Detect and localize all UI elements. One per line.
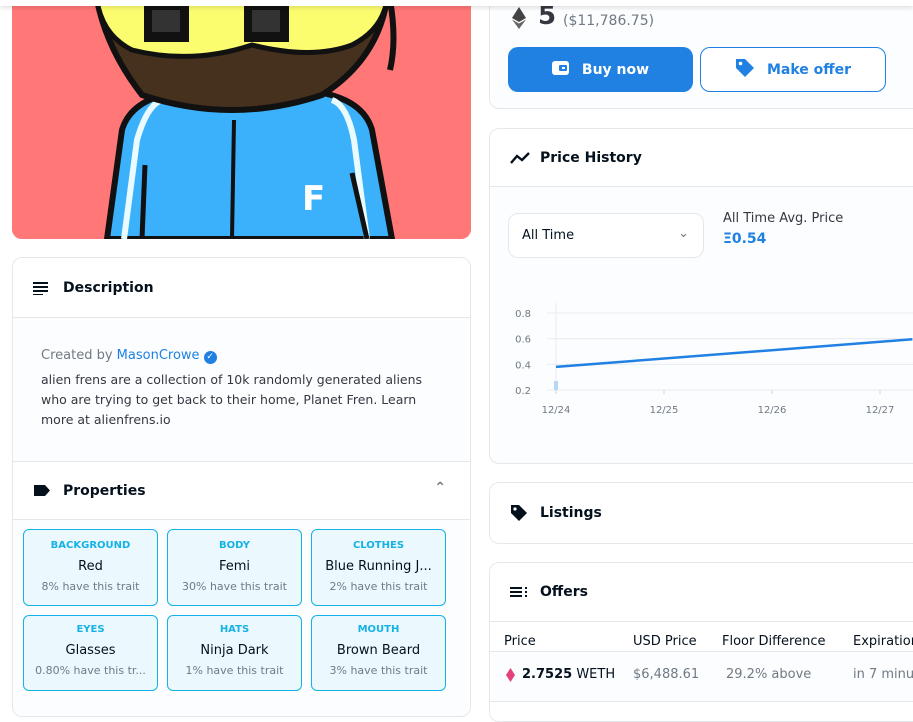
trait-rarity: 0.80% have this tr... — [35, 664, 146, 677]
x-tick-label: 12/25 — [650, 405, 679, 416]
list-icon — [510, 586, 532, 598]
listings-card: Listings — [489, 482, 913, 544]
svg-text:F: F — [302, 179, 325, 219]
properties-title: Properties — [63, 482, 146, 499]
description-text: alien frens are a collection of 10k rand… — [41, 372, 423, 427]
tag-icon — [33, 484, 55, 497]
price-history-title: Price History — [540, 149, 642, 166]
price-history-card: Price History All Time ⌄ All Time Avg. P… — [489, 128, 913, 464]
make-offer-label: Make offer — [766, 61, 852, 78]
buy-now-label: Buy now — [581, 61, 650, 78]
top-nav-shadow — [0, 0, 913, 6]
trait-value: Ninja Dark — [200, 643, 269, 658]
created-by-label: Created by — [41, 348, 113, 363]
buy-now-button[interactable]: Buy now — [508, 47, 693, 92]
trait-type: HATS — [219, 624, 250, 635]
description-card: Description Created by MasonCrowe ✓ alie… — [12, 257, 471, 717]
description-header[interactable]: Description — [13, 258, 470, 318]
col-price: Price — [504, 634, 536, 649]
trait-value: Red — [78, 559, 103, 574]
y-tick-label: 0.4 — [515, 360, 531, 371]
price-usd: ($11,786.75) — [563, 13, 655, 29]
x-tick-label: 12/27 — [866, 405, 895, 416]
trending-line-icon — [510, 151, 532, 164]
trait-value: Femi — [218, 559, 251, 574]
offers-header[interactable]: Offers — [490, 563, 913, 622]
creator-link[interactable]: MasonCrowe — [116, 348, 200, 363]
price-card: 5 ($11,786.75) Buy now Make offer — [489, 0, 913, 109]
offer-expiration: in 7 minut — [853, 667, 913, 682]
wallet-icon — [551, 60, 570, 80]
trait-rarity: 1% have this trait — [185, 664, 284, 677]
trait-value: Blue Running J... — [325, 559, 432, 574]
trait-eyes[interactable]: EYES Glasses 0.80% have this tr... — [23, 615, 158, 691]
chevron-down-icon: ⌄ — [678, 226, 689, 241]
offer-price: 2.7525 WETH — [522, 667, 615, 682]
offers-card: Offers — [489, 562, 913, 722]
trait-mouth[interactable]: MOUTH Brown Beard 3% have this trait — [311, 615, 446, 691]
trait-value: Brown Beard — [336, 643, 421, 658]
nft-image-card: F — [12, 0, 471, 239]
chevron-up-icon[interactable]: ⌃ — [434, 480, 446, 496]
listings-header[interactable]: Listings — [490, 483, 913, 543]
trait-background[interactable]: BACKGROUND Red 8% have this trait — [23, 529, 158, 606]
offer-price-amount: 2.7525 — [522, 667, 573, 682]
trait-type: CLOTHES — [352, 540, 405, 551]
col-usd-price: USD Price — [633, 634, 697, 649]
properties-grid: BACKGROUND Red 8% have this trait BODY Femi… — [13, 520, 470, 700]
trait-type: EYES — [76, 624, 105, 635]
x-tick-label: 12/24 — [542, 405, 571, 416]
price-tag-icon — [735, 58, 755, 82]
trait-rarity: 8% have this trait — [41, 580, 140, 593]
creator-line: Created by MasonCrowe ✓ — [41, 348, 442, 364]
time-filter-select[interactable]: All Time ⌄ — [508, 213, 704, 258]
price-line — [555, 338, 913, 369]
time-filter-value: All Time — [522, 228, 575, 243]
make-offer-button[interactable]: Make offer — [700, 47, 886, 92]
trait-body[interactable]: BODY Femi 30% have this trait — [167, 529, 302, 606]
tag-icon — [510, 504, 532, 522]
trait-hats[interactable]: HATS Ninja Dark 1% have this trait — [167, 615, 302, 691]
volume-bar — [554, 381, 558, 390]
listings-title: Listings — [540, 505, 602, 521]
avg-price-label: All Time Avg. Price — [723, 211, 844, 226]
price-amount: 5 — [538, 1, 557, 31]
trait-rarity: 30% have this trait — [182, 580, 287, 593]
trait-rarity: 3% have this trait — [329, 664, 428, 677]
price-history-header[interactable]: Price History — [490, 129, 913, 187]
properties-header[interactable]: Properties ⌃ — [13, 462, 470, 520]
eth-icon — [512, 7, 526, 33]
trait-type: BODY — [219, 540, 250, 551]
offers-title: Offers — [540, 584, 588, 600]
price-history-chart: 0.8 0.6 0.4 0.2 12/24 12/25 12/26 12/27 — [515, 303, 913, 416]
y-tick-label: 0.6 — [515, 335, 531, 346]
trait-type: MOUTH — [357, 624, 400, 635]
verified-badge-icon: ✓ — [203, 351, 217, 364]
trait-value: Glasses — [65, 643, 116, 658]
offer-currency: WETH — [576, 667, 616, 682]
text-lines-icon — [33, 281, 55, 295]
offer-floor-diff: 29.2% above — [726, 667, 812, 682]
avg-price-value: Ξ0.54 — [723, 231, 767, 247]
trait-type: BACKGROUND — [50, 540, 131, 551]
trait-clothes[interactable]: CLOTHES Blue Running J... 2% have this tra… — [311, 529, 446, 606]
offer-usd: $6,488.61 — [633, 667, 700, 682]
y-tick-label: 0.8 — [515, 309, 531, 320]
x-tick-label: 12/26 — [758, 405, 787, 416]
offer-row-bg — [490, 652, 913, 702]
y-tick-label: 0.2 — [515, 386, 531, 397]
nft-image: F — [12, 0, 471, 239]
description-title: Description — [63, 279, 154, 296]
col-expiration: Expiration — [853, 634, 913, 649]
trait-rarity: 2% have this trait — [329, 580, 428, 593]
col-floor-difference: Floor Difference — [722, 634, 826, 649]
weth-icon — [506, 668, 515, 686]
